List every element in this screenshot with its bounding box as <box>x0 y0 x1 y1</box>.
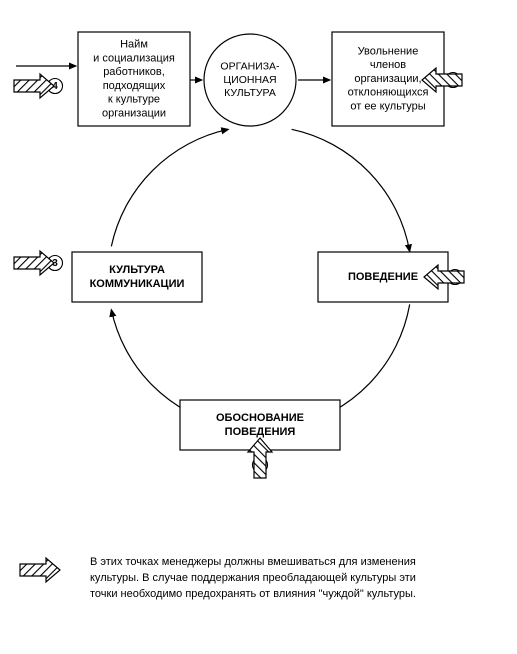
node-org_culture: ОРГАНИЗА-ЦИОННАЯКУЛЬТУРА <box>204 34 296 126</box>
node-text-line: организации <box>102 107 166 119</box>
legend-text-line: точки необходимо предохранять от влияния… <box>90 588 416 600</box>
hatched-arrow-a4 <box>14 74 54 98</box>
node-text-line: работников, <box>103 66 165 78</box>
node-text-line: членов <box>370 59 406 71</box>
node-text-line: КОММУНИКАЦИИ <box>90 278 185 290</box>
legend-text-line: культуры. В случае поддержания преоблада… <box>90 572 416 584</box>
node-text-line: и социализация <box>93 52 175 64</box>
legend-text-line: В этих точках менеджеры должны вмешивать… <box>90 556 416 568</box>
node-text-line: подходящих <box>103 80 166 92</box>
node-text-line: организации, <box>354 73 421 85</box>
node-text-line: Увольнение <box>358 45 419 57</box>
node-text-line: ОБОСНОВАНИЕ <box>216 412 304 424</box>
arc-culture-to-behavior <box>292 129 410 251</box>
node-text-line: ОРГАНИЗА- <box>220 61 280 73</box>
node-text-line: к культуре <box>108 94 160 106</box>
node-text-line: КУЛЬТУРА <box>224 87 276 99</box>
node-text-line: Найм <box>120 39 148 51</box>
arc-comm-to-culture <box>111 129 228 246</box>
node-text-line: ЦИОННАЯ <box>223 74 276 86</box>
node-comm: КУЛЬТУРА КОММУНИКАЦИИ <box>72 252 202 302</box>
node-text-line: ПОВЕДЕНИЕ <box>348 271 418 283</box>
hatched-arrow-a3 <box>14 251 54 275</box>
node-hire: Найми социализация работников, подходящих к… <box>78 32 190 126</box>
node-text-line: ПОВЕДЕНИЯ <box>225 426 296 438</box>
node-text-line: КУЛЬТУРА <box>109 264 165 276</box>
hatched-arrow-legend <box>20 558 60 582</box>
node-text-line: отклоняющихся <box>348 87 429 99</box>
node-text-line: от ее культуры <box>350 100 425 112</box>
